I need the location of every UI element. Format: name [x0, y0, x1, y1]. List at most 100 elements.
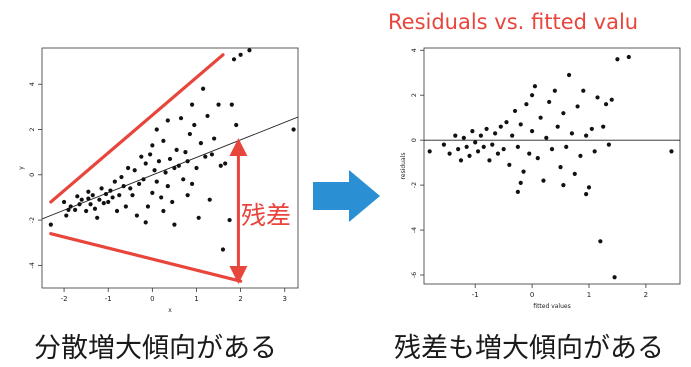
data-point	[586, 185, 592, 190]
y-tick-label: 2	[28, 127, 36, 131]
data-point	[481, 144, 486, 149]
data-point	[495, 151, 501, 156]
data-point	[592, 149, 597, 154]
data-point	[566, 72, 572, 78]
data-point	[609, 97, 614, 102]
x-tick-label: -1	[472, 291, 479, 299]
y-tick-label: 2	[410, 93, 418, 97]
data-point	[561, 183, 566, 188]
data-point	[119, 174, 124, 180]
data-point	[538, 115, 543, 120]
data-point	[467, 153, 472, 158]
data-point	[223, 161, 228, 166]
data-point	[501, 147, 506, 152]
data-point	[189, 102, 195, 107]
data-point	[196, 215, 201, 220]
data-point	[515, 189, 520, 194]
data-point	[218, 163, 223, 168]
data-point	[150, 190, 155, 196]
data-point	[589, 126, 594, 132]
data-point	[137, 181, 142, 186]
data-point	[595, 95, 600, 100]
x-tick-label: 1	[587, 291, 591, 299]
data-point	[458, 158, 464, 163]
data-point	[198, 140, 203, 146]
data-point	[161, 208, 166, 214]
data-point	[125, 165, 131, 171]
residual-annotation-label: 残差	[241, 201, 292, 230]
data-point	[487, 158, 492, 163]
data-point	[185, 159, 190, 164]
data-point	[441, 142, 447, 147]
data-point	[584, 191, 589, 197]
data-point	[626, 54, 631, 60]
data-point	[515, 144, 520, 149]
data-point	[159, 195, 164, 200]
data-point	[172, 222, 177, 227]
data-point	[447, 151, 452, 156]
data-point	[117, 193, 122, 198]
data-point	[156, 159, 162, 164]
data-point	[581, 88, 586, 93]
data-point	[572, 171, 577, 176]
data-point	[130, 193, 135, 198]
data-point	[564, 144, 569, 149]
data-point	[174, 147, 179, 152]
data-point	[541, 178, 546, 183]
data-point	[132, 168, 137, 173]
data-point	[544, 135, 549, 141]
y-tick-label: -4	[28, 262, 36, 268]
data-point	[110, 195, 115, 200]
data-point	[612, 275, 617, 280]
data-point	[227, 217, 232, 223]
y-tick-label: 4	[410, 48, 418, 52]
data-point	[48, 222, 53, 227]
data-point	[473, 140, 478, 145]
data-point	[172, 165, 177, 171]
y-tick-label: -6	[410, 272, 418, 278]
data-point	[606, 142, 611, 147]
x-tick-label: -2	[61, 295, 68, 303]
data-point	[529, 93, 535, 98]
data-point	[185, 193, 190, 198]
data-point	[291, 127, 296, 132]
data-point	[103, 191, 109, 197]
data-point	[238, 52, 243, 57]
data-point	[66, 207, 71, 212]
data-point	[575, 104, 580, 109]
x-axis-label: x	[168, 307, 172, 314]
data-point	[470, 129, 475, 134]
data-point	[79, 197, 84, 202]
x-tick-label: 3	[283, 295, 287, 303]
data-point	[123, 204, 128, 209]
y-axis-label: residuals	[400, 153, 407, 180]
right-caption: 残差も増大傾向がある	[394, 333, 664, 364]
x-tick-label: 0	[530, 291, 534, 299]
data-point	[75, 194, 80, 199]
data-point	[145, 204, 151, 209]
data-point	[183, 150, 188, 155]
data-point	[150, 143, 155, 148]
data-point	[584, 133, 589, 138]
data-point	[512, 108, 518, 114]
data-point	[507, 162, 512, 167]
y-tick-label: 4	[28, 82, 36, 86]
plot-frame	[423, 47, 681, 285]
left-scatter-plot: -2 -1 0 1 2 3 -4 -2 0 2 4 x y	[18, 47, 299, 314]
y-tick-label: -2	[410, 182, 418, 188]
y-tick-label: -4	[410, 227, 418, 233]
data-point	[73, 207, 78, 212]
data-point	[161, 138, 166, 143]
data-point	[95, 215, 100, 220]
data-point	[141, 177, 146, 182]
data-point	[229, 102, 234, 107]
x-axis-label: fitted values	[533, 303, 570, 310]
data-point	[569, 131, 575, 136]
data-point	[154, 179, 159, 184]
data-point	[68, 204, 73, 209]
upper-variance-bound-line	[49, 53, 225, 204]
data-point	[99, 186, 104, 191]
data-point	[456, 147, 461, 152]
data-point	[86, 189, 91, 194]
